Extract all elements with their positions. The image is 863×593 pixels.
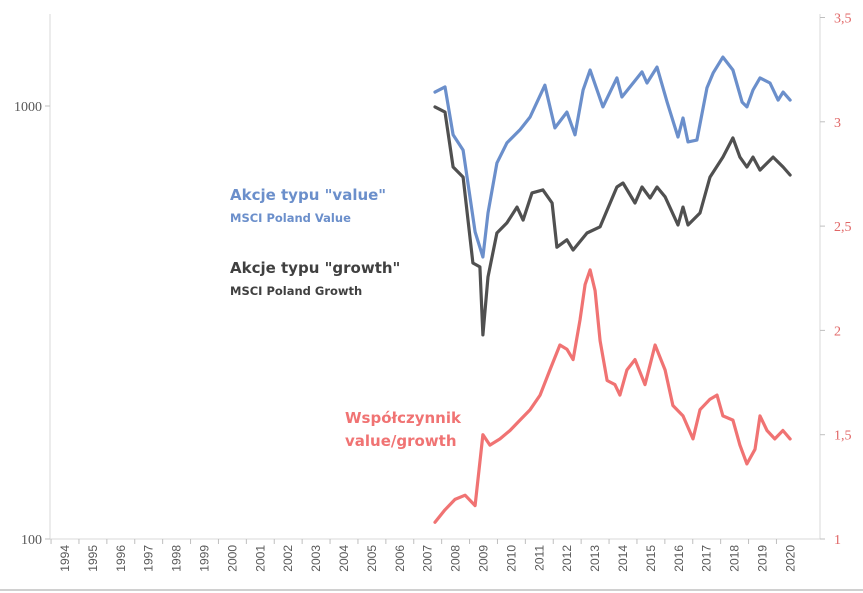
series-line-growth — [433, 105, 792, 337]
x-axis-tick-label: 2020 — [783, 545, 797, 572]
x-axis-tick-label: 2017 — [700, 545, 714, 572]
x-axis-tick-label: 2007 — [421, 545, 435, 572]
right-axis-tick-label: 2,5 — [834, 220, 852, 235]
x-axis-tick-label: 2009 — [477, 545, 491, 572]
x-axis-tick-label: 2014 — [616, 545, 630, 572]
ratio-series-label-line1: Współczynnik — [345, 409, 462, 427]
growth-series-title: Akcje typu "growth" — [230, 259, 400, 277]
value-series-subtitle: MSCI Poland Value — [230, 211, 351, 225]
x-axis-tick-label: 2000 — [225, 545, 239, 572]
right-axis-tick-label: 2 — [834, 324, 841, 339]
x-axis-tick-label: 1998 — [170, 545, 184, 572]
left-axis-tick-label: 1000 — [14, 100, 42, 115]
x-axis-tick-label: 2015 — [644, 545, 658, 572]
ratio-series-label-line2: value/growth — [345, 432, 457, 450]
x-axis-tick-label: 2003 — [309, 545, 323, 572]
right-axis-tick-label: 3 — [834, 116, 841, 131]
right-axis-tick-label: 1 — [834, 533, 841, 548]
x-axis-tick-label: 2011 — [532, 545, 546, 571]
series-lines — [433, 55, 792, 524]
x-axis-tick-label: 2008 — [449, 545, 463, 572]
x-axis-tick-label: 2006 — [393, 545, 407, 572]
x-axis-tick-label: 1995 — [86, 545, 100, 572]
x-axis-tick-label: 1996 — [114, 545, 128, 572]
value-series-title: Akcje typu "value" — [230, 186, 386, 204]
x-axis-tick-label: 2005 — [365, 545, 379, 572]
x-axis-tick-label: 2004 — [337, 545, 351, 572]
x-axis-tick-label: 2018 — [728, 545, 742, 572]
x-axis-tick-label: 1997 — [142, 545, 156, 572]
x-axis-tick-label: 2012 — [560, 545, 574, 572]
growth-series-subtitle: MSCI Poland Growth — [230, 284, 362, 298]
x-axis-tick-label: 2001 — [253, 545, 267, 572]
x-axis-tick-label: 2013 — [588, 545, 602, 572]
x-axis-tick-label: 2002 — [281, 545, 295, 572]
axes: 100 1000 1 1,5 2 2,5 3 3,5 1994 1995 1996 1997 1998 1… — [14, 12, 852, 572]
left-axis-tick-label: 100 — [21, 533, 42, 548]
x-axis-tick-label: 2019 — [756, 545, 770, 572]
series-line-value — [433, 55, 792, 259]
x-axis-tick-label: 2016 — [672, 545, 686, 572]
right-axis-tick-label: 3,5 — [834, 12, 852, 27]
right-axis-tick-label: 1,5 — [834, 429, 852, 444]
series-line-ratio — [433, 268, 792, 524]
x-axis-tick-label: 1994 — [58, 545, 72, 572]
x-axis-tick-label: 1999 — [198, 545, 212, 572]
x-axis-tick-label: 2010 — [504, 545, 518, 572]
